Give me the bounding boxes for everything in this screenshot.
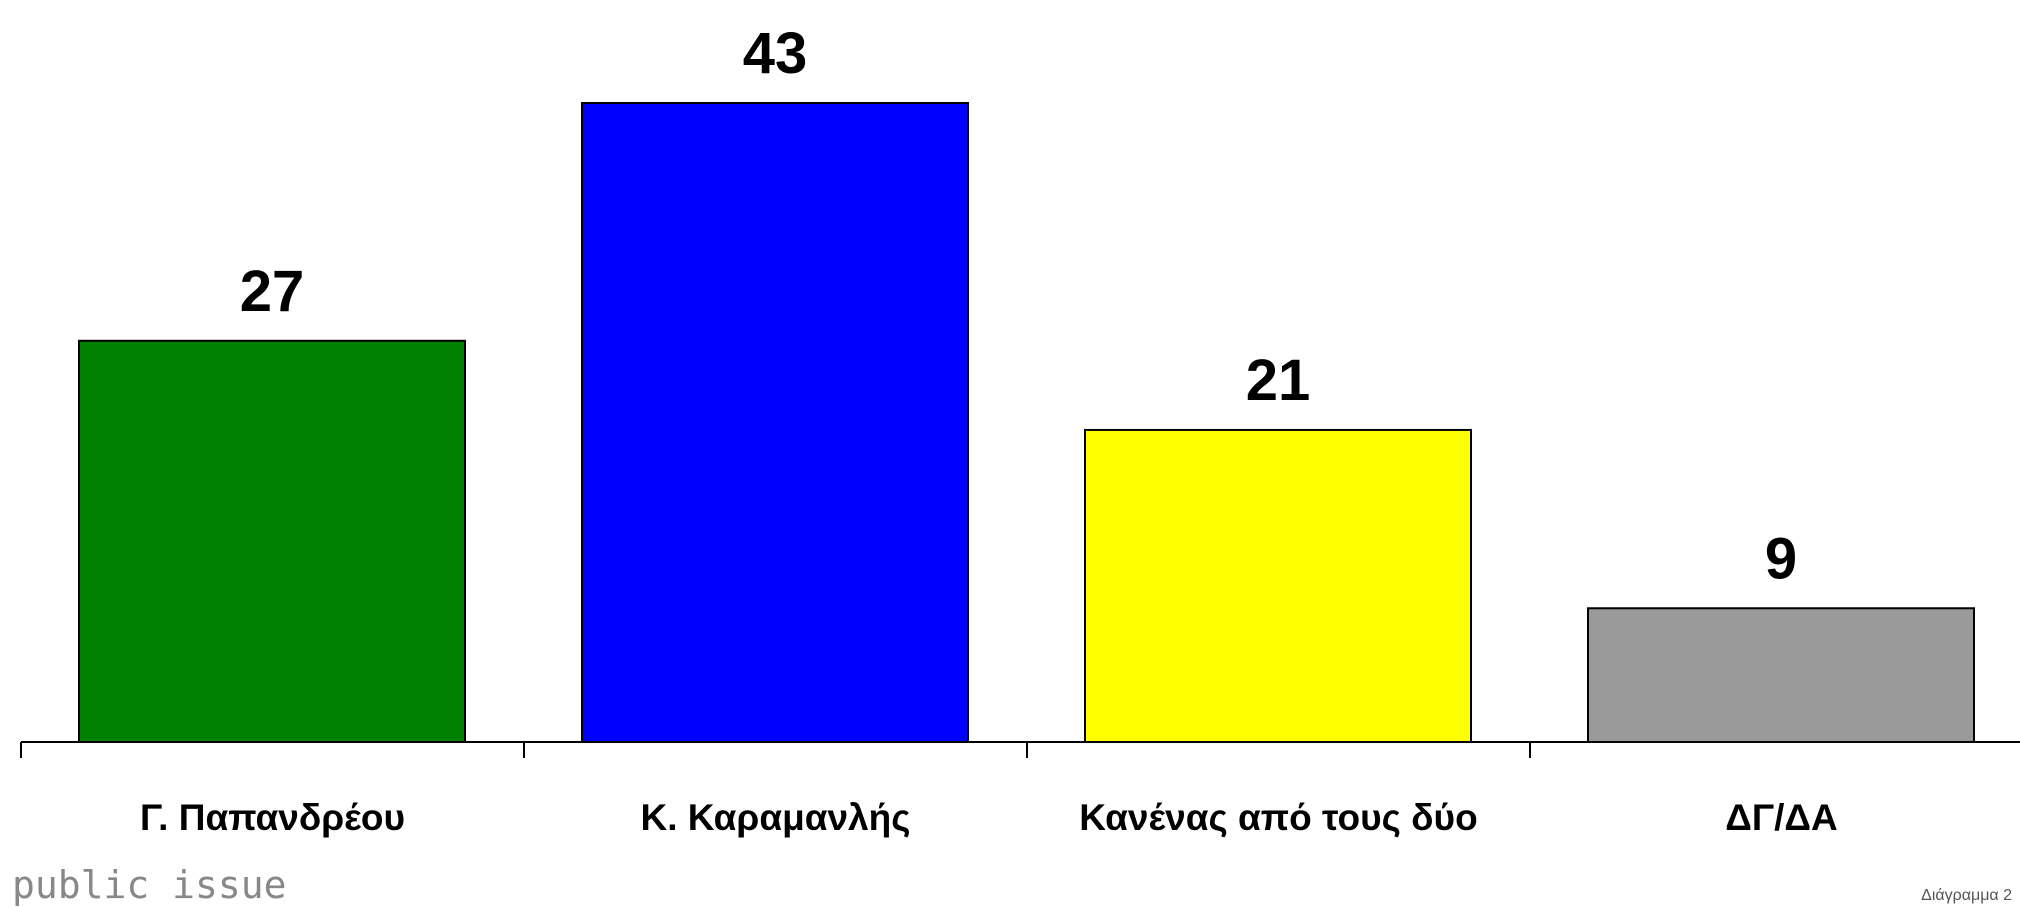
note: Διάγραμμα 2 [1921, 887, 2012, 904]
value-label: 9 [1765, 526, 1797, 591]
bar [1084, 428, 1472, 743]
value-label: 43 [743, 21, 808, 86]
bar [1587, 607, 1975, 744]
bar [78, 339, 466, 743]
brand: public issue [12, 863, 287, 907]
x-tick-label: Γ. Παπανδρέου [140, 797, 405, 838]
value-label: 21 [1246, 348, 1311, 413]
x-tick-label: Κανένας από τους δύο [1079, 797, 1477, 838]
x-tick-label: ΔΓ/ΔΑ [1725, 797, 1837, 838]
x-tick-label: Κ. Καραμανλής [641, 797, 911, 838]
bar [581, 102, 969, 743]
value-label: 27 [240, 259, 305, 324]
